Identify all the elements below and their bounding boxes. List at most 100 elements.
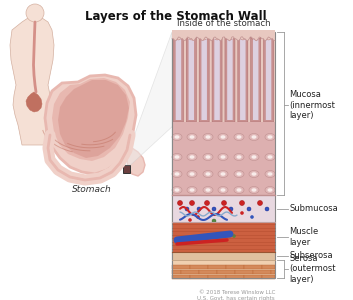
Circle shape (212, 207, 216, 211)
Ellipse shape (205, 155, 210, 159)
Ellipse shape (187, 170, 197, 178)
Ellipse shape (237, 188, 241, 192)
Ellipse shape (268, 155, 273, 159)
Polygon shape (10, 16, 54, 145)
Polygon shape (238, 36, 248, 122)
Polygon shape (124, 32, 275, 278)
Bar (172, 195, 275, 222)
Polygon shape (186, 36, 196, 122)
Bar (226, 265, 244, 269)
Ellipse shape (187, 154, 197, 160)
Ellipse shape (172, 134, 182, 140)
Polygon shape (212, 36, 222, 122)
Text: Serosa
(outermost
layer): Serosa (outermost layer) (289, 254, 335, 284)
Circle shape (212, 219, 216, 223)
Bar (244, 265, 262, 269)
Text: Muscle
layer: Muscle layer (289, 227, 318, 247)
Bar (172, 32, 275, 278)
Circle shape (221, 200, 227, 206)
Ellipse shape (190, 155, 195, 159)
Text: Submucosa: Submucosa (289, 204, 338, 213)
Circle shape (197, 207, 201, 211)
Ellipse shape (174, 172, 179, 176)
Ellipse shape (249, 134, 259, 140)
Ellipse shape (251, 155, 257, 159)
Ellipse shape (221, 155, 226, 159)
Circle shape (229, 207, 233, 211)
Ellipse shape (172, 154, 182, 160)
Polygon shape (199, 36, 209, 122)
Circle shape (240, 211, 244, 215)
Ellipse shape (234, 170, 244, 178)
Ellipse shape (205, 172, 210, 176)
Ellipse shape (174, 135, 179, 139)
Bar (208, 275, 226, 279)
Ellipse shape (221, 188, 226, 192)
Ellipse shape (203, 187, 213, 194)
Polygon shape (172, 30, 275, 41)
Bar (172, 260, 275, 278)
Ellipse shape (251, 172, 257, 176)
Polygon shape (176, 38, 181, 120)
Ellipse shape (221, 135, 226, 139)
Bar (262, 275, 275, 279)
Polygon shape (189, 38, 194, 120)
Ellipse shape (249, 187, 259, 194)
Polygon shape (240, 38, 246, 120)
Bar (244, 275, 262, 279)
Bar (172, 275, 190, 279)
Circle shape (257, 200, 263, 206)
Bar (172, 265, 190, 269)
Polygon shape (266, 38, 271, 120)
Bar (123, 165, 130, 173)
Text: Layers of the Stomach Wall: Layers of the Stomach Wall (85, 10, 267, 23)
Circle shape (265, 207, 269, 211)
Bar (253, 270, 271, 274)
Ellipse shape (249, 170, 259, 178)
Ellipse shape (268, 135, 273, 139)
Text: Subserosa: Subserosa (289, 251, 333, 260)
Ellipse shape (218, 187, 228, 194)
Bar (172, 122, 275, 195)
Polygon shape (202, 38, 207, 120)
Text: Stomach: Stomach (72, 185, 112, 194)
Ellipse shape (268, 188, 273, 192)
Polygon shape (251, 36, 261, 122)
Ellipse shape (190, 135, 195, 139)
Bar (199, 270, 217, 274)
Ellipse shape (174, 188, 179, 192)
Circle shape (26, 4, 44, 22)
Bar (181, 270, 199, 274)
Bar (172, 270, 181, 274)
Polygon shape (227, 38, 233, 120)
Bar (172, 222, 275, 252)
Polygon shape (173, 36, 184, 122)
Ellipse shape (205, 135, 210, 139)
Circle shape (178, 200, 183, 206)
Ellipse shape (218, 154, 228, 160)
Ellipse shape (221, 172, 226, 176)
Polygon shape (264, 36, 274, 122)
Ellipse shape (172, 187, 182, 194)
Ellipse shape (265, 154, 275, 160)
Polygon shape (58, 80, 129, 158)
Bar (190, 275, 208, 279)
Ellipse shape (237, 155, 241, 159)
Bar (271, 270, 275, 274)
Ellipse shape (265, 170, 275, 178)
Ellipse shape (218, 134, 228, 140)
Bar (172, 32, 275, 195)
Circle shape (204, 200, 209, 206)
Ellipse shape (268, 172, 273, 176)
Circle shape (188, 218, 192, 222)
Ellipse shape (265, 187, 275, 194)
Polygon shape (127, 148, 145, 176)
Circle shape (239, 200, 245, 206)
Ellipse shape (218, 170, 228, 178)
Ellipse shape (203, 154, 213, 160)
Bar (208, 265, 226, 269)
Ellipse shape (203, 170, 213, 178)
Polygon shape (253, 38, 258, 120)
Text: Inside of the stomach: Inside of the stomach (177, 19, 270, 28)
Ellipse shape (249, 154, 259, 160)
